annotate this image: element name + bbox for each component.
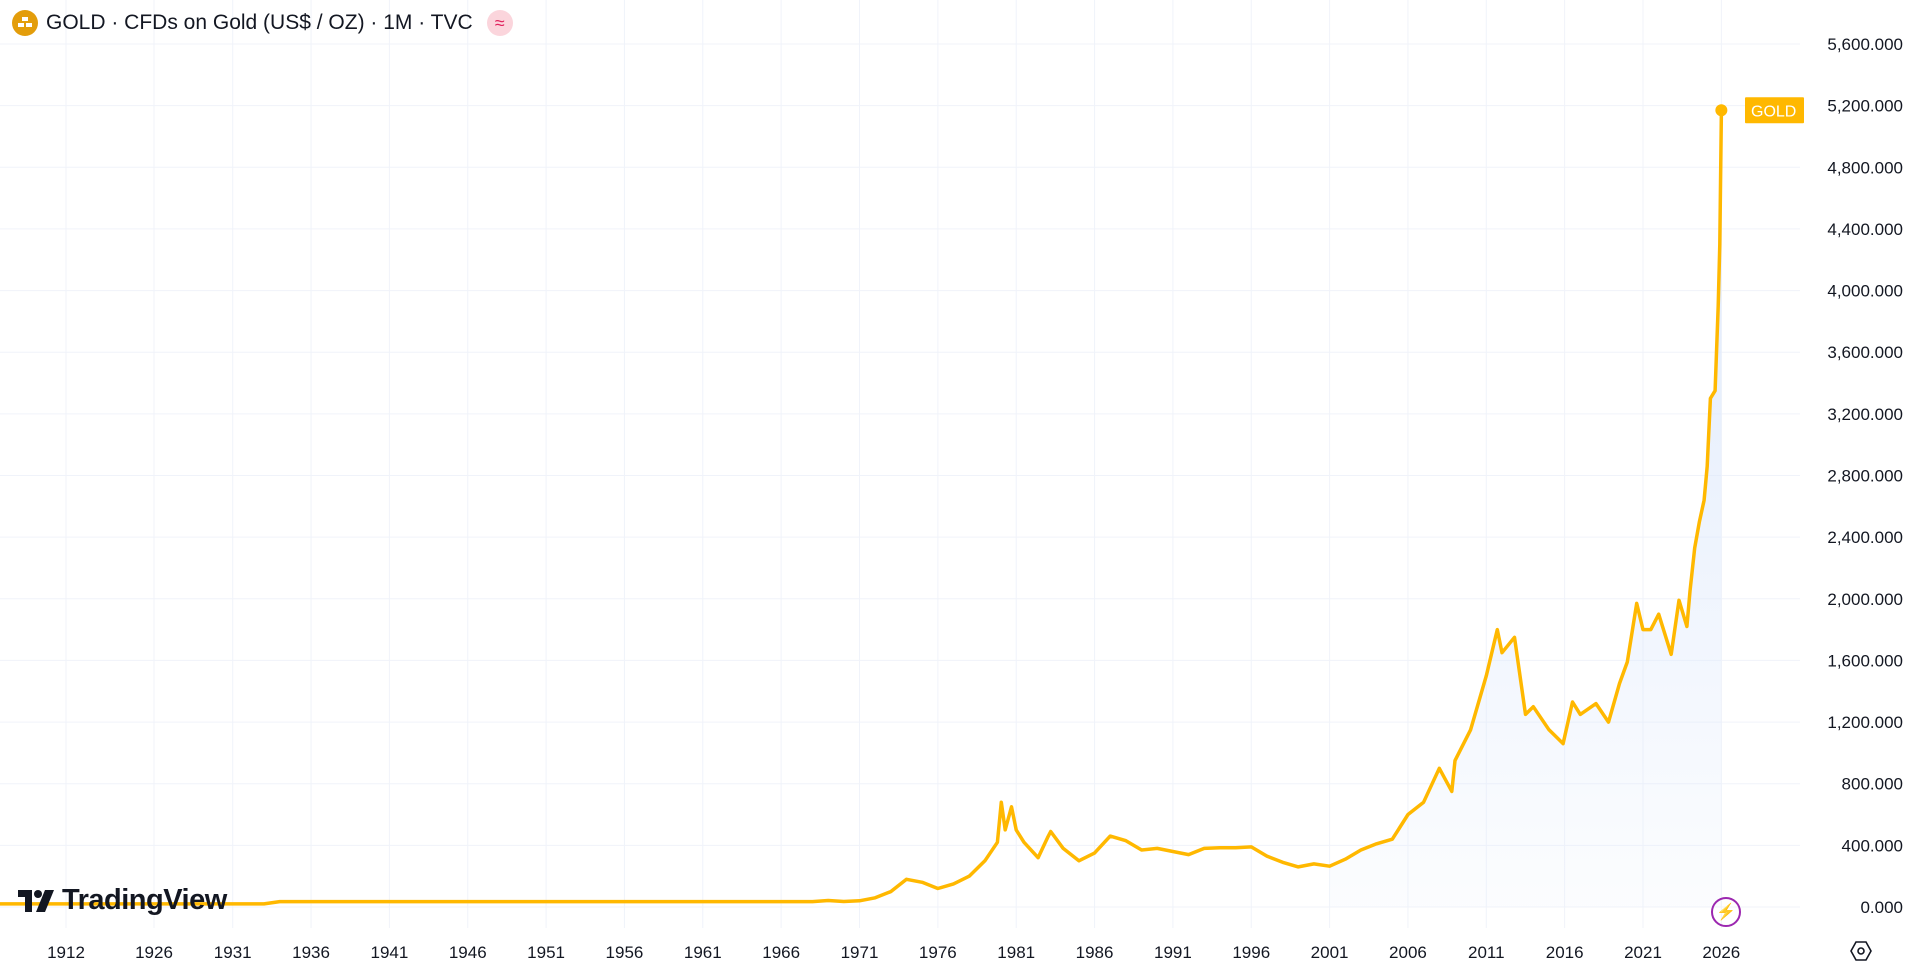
logo-text: TradingView <box>62 884 227 916</box>
y-tick-label: 4,400.000 <box>1827 220 1903 239</box>
price-area <box>1329 110 1722 908</box>
approx-wave-icon[interactable]: ≈ <box>486 10 513 36</box>
gold-bars-icon <box>12 10 38 36</box>
x-tick-label: 2001 <box>1311 943 1349 962</box>
last-price-dot <box>1715 104 1728 117</box>
x-tick-label: 1936 <box>292 943 330 962</box>
x-tick-label: 1926 <box>135 943 173 962</box>
price-line <box>0 110 1724 906</box>
symbol-description[interactable]: GOLD · CFDs on Gold (US$ / OZ) · 1M · TV… <box>46 11 473 34</box>
grid-lines <box>0 0 1800 928</box>
tradingview-mark-icon <box>18 889 54 912</box>
chart-legend: GOLD · CFDs on Gold (US$ / OZ) · 1M · TV… <box>12 10 513 36</box>
x-tick-label: 1986 <box>1076 943 1114 962</box>
last-price-label: GOLD <box>1745 97 1804 124</box>
x-tick-label: 1976 <box>919 943 957 962</box>
lightning-icon[interactable]: ⚡ <box>1711 897 1741 927</box>
settings-hexagon-icon[interactable] <box>1850 940 1872 962</box>
time-axis[interactable]: 1912 1926 1931 1936 1941 1946 1951 1956 1961 1966… <box>47 943 1740 962</box>
x-tick-label: 2026 <box>1702 943 1740 962</box>
y-tick-label: 4,800.000 <box>1827 158 1903 177</box>
x-tick-label: 1966 <box>762 943 800 962</box>
y-tick-label: 5,200.000 <box>1827 97 1903 116</box>
x-tick-label: 1951 <box>527 943 565 962</box>
y-tick-label: 0.000 <box>1860 898 1903 917</box>
x-tick-label: 1956 <box>606 943 644 962</box>
x-tick-label: 1996 <box>1232 943 1270 962</box>
x-tick-label: 2006 <box>1389 943 1427 962</box>
y-tick-label: 800.000 <box>1842 775 1903 794</box>
y-tick-label: 1,200.000 <box>1827 713 1903 732</box>
x-tick-label: 1912 <box>47 943 85 962</box>
tradingview-logo[interactable]: TradingView <box>18 884 227 917</box>
x-tick-label: 1981 <box>997 943 1035 962</box>
y-tick-label: 4,000.000 <box>1827 282 1903 301</box>
y-tick-label: 400.000 <box>1842 836 1903 855</box>
x-tick-label: 2016 <box>1546 943 1584 962</box>
x-tick-label: 1961 <box>684 943 722 962</box>
y-tick-label: 2,800.000 <box>1827 467 1903 486</box>
x-tick-label: 2021 <box>1624 943 1662 962</box>
x-tick-label: 1946 <box>449 943 487 962</box>
y-tick-label: 1,600.000 <box>1827 651 1903 670</box>
y-tick-label: 3,600.000 <box>1827 343 1903 362</box>
y-tick-label: 2,000.000 <box>1827 590 1903 609</box>
y-tick-label: 2,400.000 <box>1827 528 1903 547</box>
x-tick-label: 1991 <box>1154 943 1192 962</box>
x-tick-label: 1971 <box>841 943 879 962</box>
x-tick-label: 2011 <box>1468 943 1505 962</box>
y-tick-label: 3,200.000 <box>1827 405 1903 424</box>
price-axis[interactable]: 0.000 400.000 800.000 1,200.000 1,600.000 2,0… <box>1827 35 1903 917</box>
y-tick-label: 5,600.000 <box>1827 35 1903 54</box>
series-name-label: GOLD <box>1751 103 1796 120</box>
x-tick-label: 1931 <box>214 943 252 962</box>
x-tick-label: 1941 <box>370 943 408 962</box>
